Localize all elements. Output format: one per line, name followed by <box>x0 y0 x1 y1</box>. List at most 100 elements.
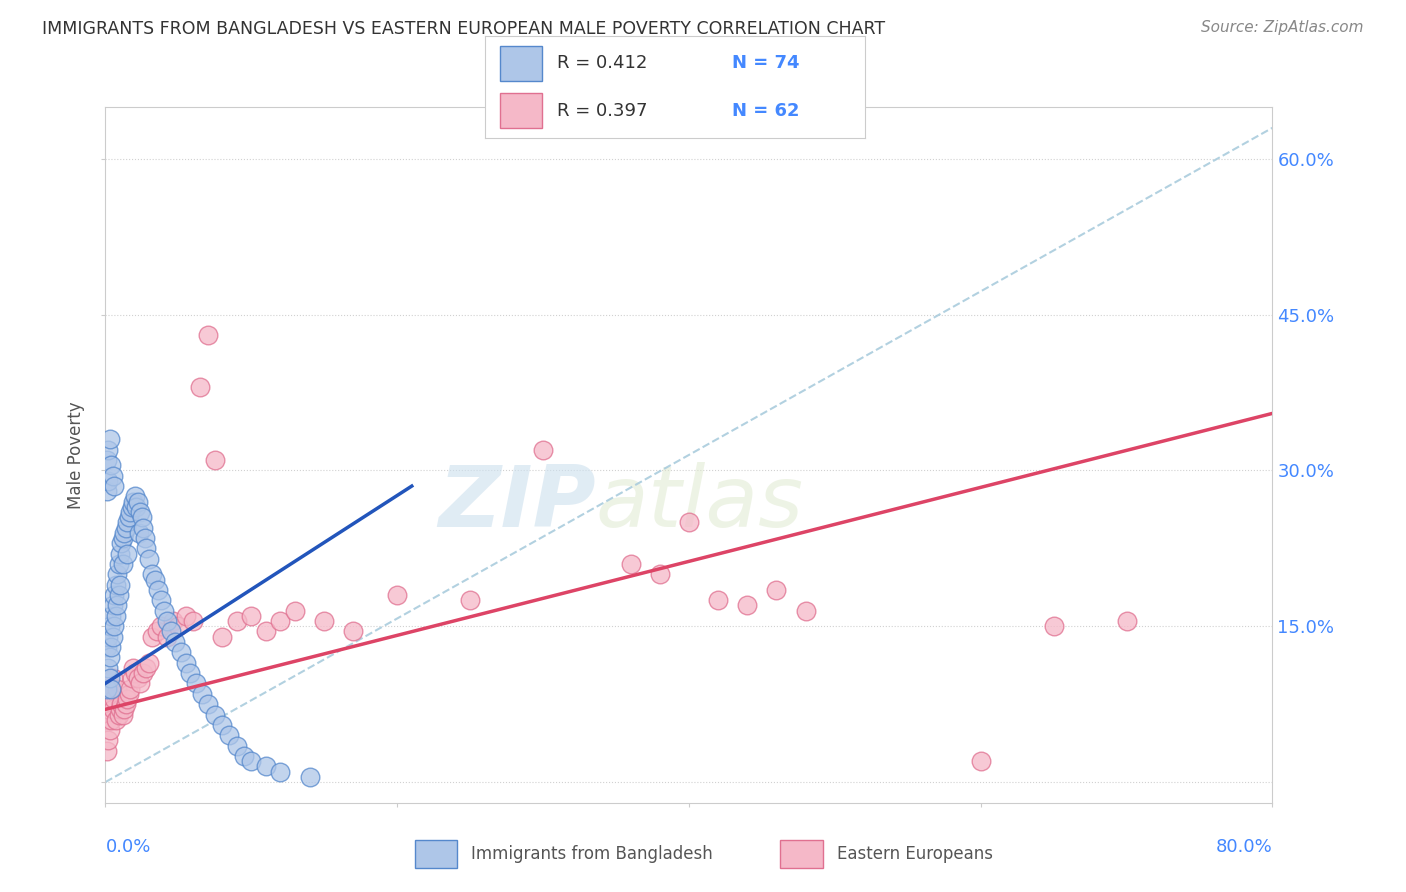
Point <box>112 525 135 540</box>
Point <box>101 599 124 613</box>
Point <box>107 588 129 602</box>
Point <box>156 614 179 628</box>
Point <box>188 380 211 394</box>
Bar <box>501 93 541 128</box>
Text: Immigrants from Bangladesh: Immigrants from Bangladesh <box>471 845 713 863</box>
Point <box>117 547 139 561</box>
Point <box>111 557 134 571</box>
Point <box>110 536 132 550</box>
Point <box>96 681 118 696</box>
Point <box>149 619 172 633</box>
Text: 80.0%: 80.0% <box>1216 838 1272 855</box>
Point <box>98 619 121 633</box>
Point <box>97 733 120 747</box>
Point <box>190 687 212 701</box>
Point <box>707 593 730 607</box>
Point <box>458 593 481 607</box>
Point <box>103 692 125 706</box>
Point <box>145 624 167 639</box>
Text: 0.0%: 0.0% <box>105 838 150 855</box>
Point <box>794 604 817 618</box>
Point <box>124 490 146 504</box>
Point <box>104 608 127 623</box>
Y-axis label: Male Poverty: Male Poverty <box>67 401 86 508</box>
Point <box>97 661 120 675</box>
Point <box>128 525 150 540</box>
Point <box>98 692 121 706</box>
Point <box>96 484 118 499</box>
Point <box>138 551 160 566</box>
Point <box>132 665 155 680</box>
Point <box>118 687 141 701</box>
Point <box>100 458 122 473</box>
Point <box>134 531 156 545</box>
Text: N = 74: N = 74 <box>731 54 800 72</box>
Point <box>104 713 127 727</box>
Point <box>101 468 124 483</box>
Point <box>101 671 124 685</box>
Point <box>225 739 247 753</box>
Text: IMMIGRANTS FROM BANGLADESH VS EASTERN EUROPEAN MALE POVERTY CORRELATION CHART: IMMIGRANTS FROM BANGLADESH VS EASTERN EU… <box>42 20 886 37</box>
Point <box>97 630 120 644</box>
Point <box>143 573 166 587</box>
Point <box>531 442 554 457</box>
Point <box>124 665 146 680</box>
Point <box>254 759 277 773</box>
Point <box>98 671 121 685</box>
Point <box>115 520 138 534</box>
Point <box>96 744 118 758</box>
Point <box>107 557 129 571</box>
Point <box>240 608 263 623</box>
Text: R = 0.397: R = 0.397 <box>557 102 648 120</box>
Point <box>179 665 201 680</box>
Point <box>117 692 139 706</box>
Point <box>204 707 226 722</box>
Point <box>385 588 408 602</box>
Point <box>104 578 127 592</box>
Point <box>1042 619 1064 633</box>
Point <box>120 681 142 696</box>
Point <box>737 599 759 613</box>
Point <box>240 754 263 768</box>
Point <box>96 453 118 467</box>
Point <box>98 433 121 447</box>
Point <box>181 614 204 628</box>
Point <box>129 676 152 690</box>
Point <box>98 723 121 738</box>
Point <box>127 671 149 685</box>
Point <box>269 614 292 628</box>
Text: Source: ZipAtlas.com: Source: ZipAtlas.com <box>1201 20 1364 35</box>
Point <box>284 604 307 618</box>
Point <box>314 614 336 628</box>
Point <box>103 588 125 602</box>
Point <box>103 479 125 493</box>
Point <box>204 453 226 467</box>
Point <box>105 681 128 696</box>
Point <box>107 707 129 722</box>
Point <box>197 697 219 711</box>
Text: N = 62: N = 62 <box>731 102 800 120</box>
Point <box>149 593 172 607</box>
Point <box>678 516 700 530</box>
Point <box>1115 614 1137 628</box>
Point <box>121 500 143 514</box>
Point <box>129 505 152 519</box>
Point <box>97 702 120 716</box>
Point <box>162 614 184 628</box>
Point <box>153 604 174 618</box>
Point <box>138 656 160 670</box>
Point <box>97 442 120 457</box>
Point <box>108 547 131 561</box>
Text: Eastern Europeans: Eastern Europeans <box>837 845 993 863</box>
Point <box>170 645 193 659</box>
Point <box>108 702 131 716</box>
Point <box>122 661 145 675</box>
Text: R = 0.412: R = 0.412 <box>557 54 648 72</box>
Point <box>197 328 219 343</box>
Point <box>121 671 143 685</box>
Point <box>96 713 118 727</box>
Text: atlas: atlas <box>596 462 804 545</box>
Point <box>174 656 197 670</box>
Point <box>648 567 671 582</box>
Point <box>105 599 128 613</box>
